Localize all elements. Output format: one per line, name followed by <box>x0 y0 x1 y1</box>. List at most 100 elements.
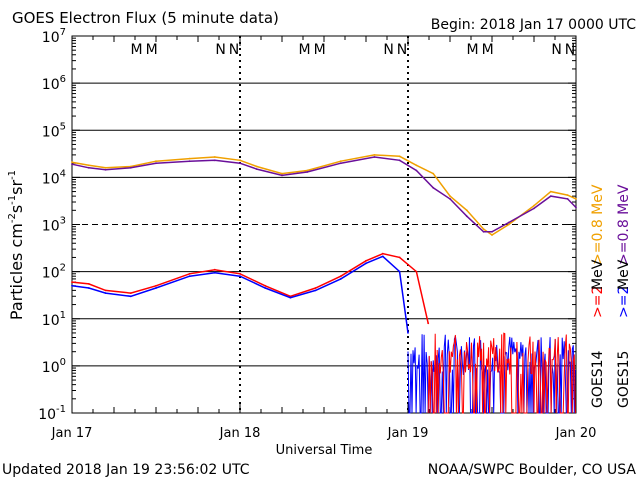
series-point <box>129 166 132 169</box>
series-point <box>188 157 191 160</box>
y-axis-label: Particles cm-2s-1sr-1 <box>7 170 26 320</box>
series-point <box>415 270 418 273</box>
updated-time: Updated 2018 Jan 19 23:56:02 UTC <box>2 462 250 478</box>
y-tick-label: 104 <box>42 168 66 187</box>
y-tick-label: 101 <box>42 310 66 329</box>
series-point <box>449 195 451 198</box>
y-tick-label: 10-1 <box>38 404 66 423</box>
series-point <box>155 284 157 287</box>
series-point <box>314 287 317 289</box>
series-point <box>507 221 510 224</box>
series-point <box>155 287 157 289</box>
series-point <box>289 296 292 299</box>
legend-goes15-08: >=0.8 MeV <box>616 184 632 265</box>
series-point <box>415 169 418 172</box>
series-point <box>71 161 73 164</box>
series-point <box>398 155 401 158</box>
series-point <box>491 234 493 236</box>
series-point <box>339 275 342 278</box>
x-tick-label: Jan 18 <box>219 426 261 441</box>
series-point <box>129 295 132 298</box>
series-point <box>381 252 384 255</box>
series-point <box>155 160 157 163</box>
marker-m: M <box>467 42 479 58</box>
series-point <box>87 287 90 289</box>
series-point <box>482 230 485 233</box>
series-noise-1 <box>427 332 576 414</box>
series-point <box>281 174 283 177</box>
series-point <box>104 292 107 294</box>
series-point <box>129 165 132 168</box>
series-point <box>533 204 535 207</box>
series-point <box>415 164 418 167</box>
series-point <box>575 198 577 200</box>
series-point <box>449 198 451 200</box>
data-series <box>71 154 577 414</box>
series-point <box>239 162 241 165</box>
series-point <box>398 159 401 162</box>
marker-n: N <box>565 42 575 58</box>
series-point <box>129 292 132 294</box>
legend-goes14-08: >=0.8 MeV <box>590 184 606 265</box>
series-point <box>365 259 367 262</box>
series-point <box>381 255 384 258</box>
y-tick-label: 102 <box>42 263 66 282</box>
series-point <box>491 230 493 233</box>
legend-goes14-2-mev: MeV <box>590 259 606 290</box>
marker-n: N <box>215 42 225 58</box>
series-line-3 <box>71 255 409 334</box>
marker-m: M <box>146 42 158 58</box>
begin-time: Begin: 2018 Jan 17 0000 UTC <box>431 17 636 33</box>
credit: NOAA/SWPC Boulder, CO USA <box>428 462 637 478</box>
series-point <box>432 172 435 175</box>
y-tick-label: 106 <box>42 74 66 93</box>
y-tick-label: 105 <box>42 121 66 140</box>
series-point <box>281 172 283 175</box>
series-point <box>188 160 191 163</box>
series-point <box>213 268 216 271</box>
series-point <box>339 162 342 165</box>
series-point <box>71 163 73 166</box>
series-point <box>188 272 191 275</box>
series-point <box>87 164 90 167</box>
series-point <box>465 209 468 212</box>
series-point <box>264 284 267 287</box>
legend-goes15-2: >=2 <box>616 286 632 318</box>
series-point <box>549 195 552 198</box>
legend: >=0.8 MeV >=0.8 MeV >=2 MeV >=2 MeV GOES… <box>590 184 632 408</box>
series-point <box>575 206 577 209</box>
x-tick-label: Jan 17 <box>51 426 93 441</box>
series-point <box>432 186 435 189</box>
chart-title: GOES Electron Flux (5 minute data) <box>12 9 279 27</box>
series-point <box>213 271 216 274</box>
series-point <box>87 166 90 169</box>
series-point <box>306 171 309 173</box>
marker-m: M <box>314 42 326 58</box>
series-point <box>339 160 342 163</box>
marker-n: N <box>397 42 407 58</box>
series-point <box>213 156 216 158</box>
y-tick-label: 103 <box>42 216 66 235</box>
series-point <box>373 154 376 156</box>
legend-goes14: GOES14 <box>590 350 606 408</box>
series-point <box>365 262 367 265</box>
marker-n: N <box>229 42 239 58</box>
series-point <box>306 169 309 172</box>
series-point <box>239 159 241 162</box>
series-point <box>104 166 107 169</box>
marker-m: M <box>299 42 311 58</box>
series-point <box>533 207 535 210</box>
x-axis-label: Universal Time <box>276 443 373 458</box>
series-point <box>71 281 73 283</box>
series-point <box>339 278 342 280</box>
series-point <box>155 162 157 165</box>
series-point <box>549 190 552 193</box>
series-point <box>566 198 569 200</box>
x-axis-ticks: Jan 17 Jan 18 Jan 19 Jan 20 <box>51 36 596 441</box>
series-point <box>566 194 569 197</box>
series-point <box>87 283 90 285</box>
series-point <box>239 272 241 275</box>
marker-m: M <box>482 42 494 58</box>
